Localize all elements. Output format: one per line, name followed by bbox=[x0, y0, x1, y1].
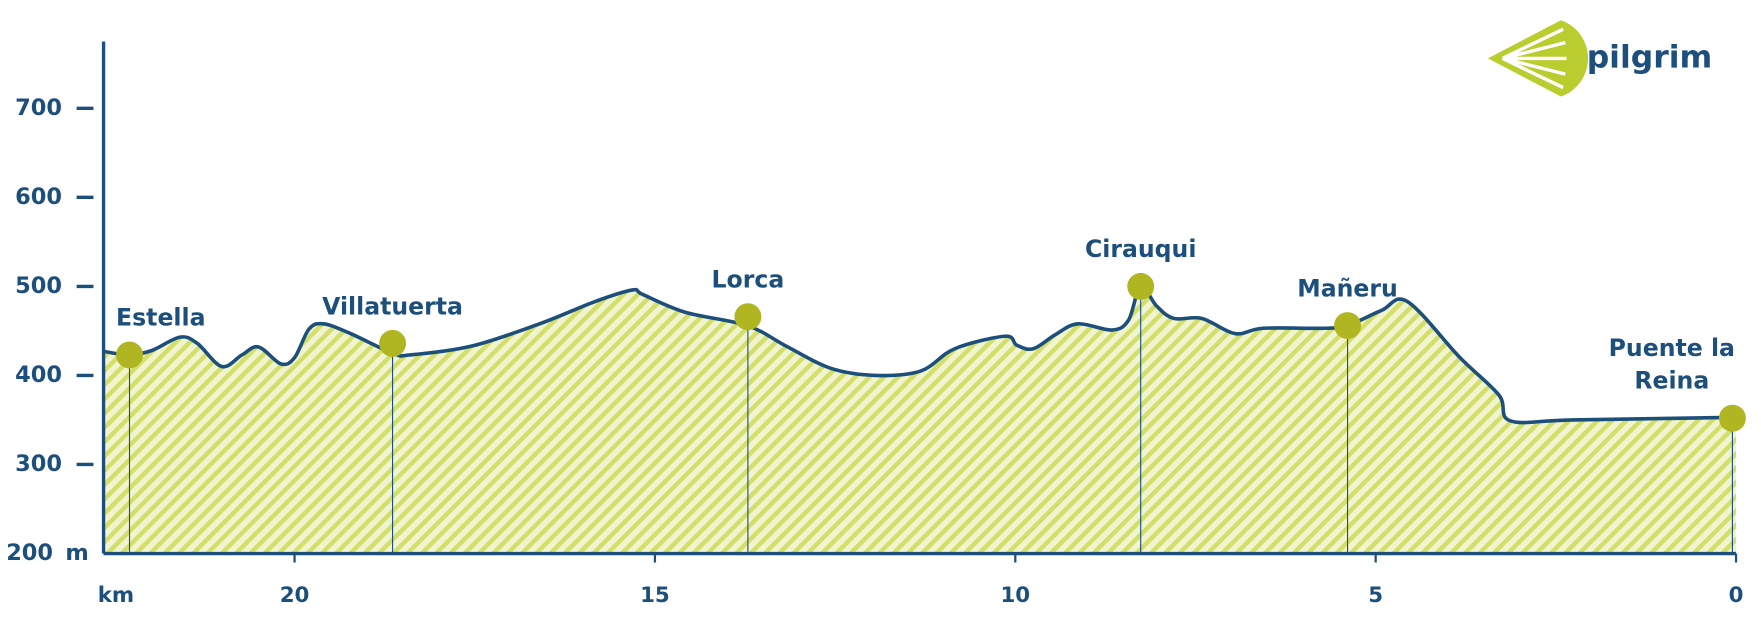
town-label: Lorca bbox=[711, 266, 785, 294]
x-tick-label: 15 bbox=[640, 583, 670, 608]
y-tick-label: 700 bbox=[15, 95, 62, 121]
town-label: Mañeru bbox=[1297, 275, 1398, 302]
town-label-box: Puente la Reina bbox=[1608, 335, 1735, 395]
town-marker bbox=[1127, 272, 1155, 300]
logo-text: pilgrim bbox=[1587, 39, 1713, 75]
town-label-box: Villatuerta bbox=[322, 292, 463, 320]
y-tick-label: 300 bbox=[15, 451, 62, 477]
x-tick-label: 20 bbox=[280, 583, 310, 608]
town-label: Cirauqui bbox=[1084, 235, 1197, 263]
town-label: Villatuerta bbox=[322, 292, 463, 320]
y-tick-label: 600 bbox=[15, 184, 62, 210]
town-marker bbox=[1334, 312, 1362, 340]
town-label: Puente la Reina bbox=[1608, 335, 1735, 395]
x-tick-label: 0 bbox=[1729, 583, 1744, 608]
x-tick-label: 10 bbox=[1000, 583, 1030, 608]
town-label: Estella bbox=[116, 304, 206, 332]
town-label-box: Cirauqui bbox=[1084, 235, 1197, 263]
town-marker bbox=[1718, 404, 1746, 432]
logo bbox=[1487, 20, 1589, 97]
y-unit: m bbox=[65, 540, 88, 566]
town-label-box: Mañeru bbox=[1297, 275, 1398, 302]
area bbox=[103, 286, 1737, 554]
town-marker bbox=[116, 341, 143, 369]
town-label-box: Estella bbox=[116, 304, 206, 332]
town-label-box: Lorca bbox=[711, 266, 785, 294]
y-tick-label: 400 bbox=[15, 362, 62, 388]
y-tick-label: 500 bbox=[15, 273, 62, 299]
x-unit: km bbox=[98, 583, 134, 608]
town-marker bbox=[734, 303, 762, 331]
x-tick-label: 5 bbox=[1368, 583, 1383, 608]
y-tick-label: 200 bbox=[6, 540, 53, 566]
town-marker bbox=[379, 329, 407, 357]
